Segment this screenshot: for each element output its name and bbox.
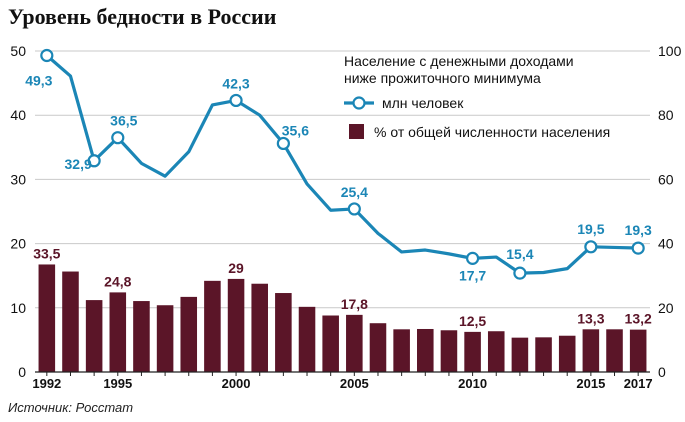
- x-tick-label: 2000: [222, 376, 251, 391]
- bar: [251, 283, 268, 372]
- bar: [298, 306, 316, 372]
- line-marker: [513, 266, 527, 280]
- axes: 0 10 20 30 40 50 0 20 40 60 80 100 1992 1995 2000 2005 2…: [10, 43, 681, 391]
- x-tick-label: 1995: [103, 376, 132, 391]
- line-data-label: 42,3: [222, 75, 249, 91]
- bar-data-label: 29: [228, 260, 244, 276]
- bar-data-label: 12,5: [459, 313, 486, 329]
- x-tick-label: 2017: [624, 376, 653, 391]
- legend-title: Население с денежными доходами: [344, 53, 574, 69]
- line-data-label: 25,4: [341, 184, 368, 200]
- line-data-label: 36,5: [110, 113, 137, 129]
- y-left-tick-label: 0: [18, 364, 26, 380]
- y-right-tick-label: 40: [658, 236, 674, 252]
- line-data-label: 19,5: [577, 221, 604, 237]
- line-marker: [229, 93, 243, 108]
- y-right-tick-label: 60: [658, 171, 674, 187]
- bar: [346, 314, 363, 372]
- y-left-tick-label: 10: [10, 300, 26, 316]
- line-marker: [276, 136, 290, 151]
- line-marker: [631, 241, 645, 255]
- bar: [487, 331, 505, 372]
- bar-series: [38, 264, 647, 372]
- legend-entry-line: млн человек: [382, 95, 464, 111]
- bar: [204, 280, 221, 372]
- bar: [62, 271, 79, 372]
- bar: [558, 335, 576, 372]
- line-marker: [111, 131, 125, 145]
- bar-data-label: 33,5: [33, 245, 60, 261]
- y-left-tick-label: 50: [10, 43, 26, 59]
- y-left-tick-label: 20: [10, 236, 26, 252]
- bar: [393, 329, 410, 372]
- y-left-tick-label: 40: [10, 107, 26, 123]
- y-right-tick-label: 100: [658, 43, 682, 59]
- bar: [440, 330, 458, 372]
- bar: [582, 329, 600, 372]
- bar: [535, 337, 552, 372]
- line-data-label: 19,3: [625, 222, 652, 238]
- bar: [38, 264, 56, 372]
- bar: [275, 293, 292, 372]
- bar: [85, 300, 103, 372]
- bar: [629, 329, 647, 372]
- bar: [464, 331, 481, 372]
- y-right-tick-label: 80: [658, 107, 674, 123]
- bar: [322, 315, 339, 372]
- bar: [180, 296, 198, 372]
- bar: [511, 337, 529, 372]
- legend-title: ниже прожиточного минимума: [344, 70, 541, 86]
- line-data-label: 32,9: [65, 156, 92, 172]
- line-marker: [347, 202, 361, 216]
- legend-line-marker: [352, 96, 366, 110]
- line-marker: [87, 154, 101, 168]
- line-data-label: 17,7: [459, 267, 486, 283]
- bar: [227, 278, 245, 372]
- y-right-tick-label: 20: [658, 300, 674, 316]
- line-marker: [584, 240, 598, 254]
- line-marker: [465, 251, 480, 265]
- legend-entry-bar: % от общей численности населения: [374, 124, 610, 140]
- line-data-label: 49,3: [25, 72, 52, 88]
- bar-data-label: 13,2: [625, 311, 652, 327]
- bar: [109, 292, 127, 372]
- bar: [606, 329, 623, 372]
- bar-data-label: 17,8: [341, 296, 368, 312]
- bar: [369, 323, 387, 372]
- data-labels: 49,3 32,9 36,5 42,3 35,6 25,4 17,7 15,4 19,5 19,3…: [25, 72, 652, 328]
- bar: [133, 301, 150, 372]
- legend-bar-swatch: [349, 124, 364, 139]
- bar-data-label: 13,3: [577, 310, 604, 326]
- line-path: [45, 54, 639, 275]
- bar: [417, 328, 434, 372]
- bar: [156, 305, 174, 372]
- y-left-tick-label: 30: [10, 171, 26, 187]
- line-data-label: 35,6: [282, 122, 309, 138]
- line-marker: [40, 48, 54, 63]
- line-data-label: 15,4: [506, 246, 533, 262]
- x-tick-label: 2010: [458, 376, 487, 391]
- line-series: [40, 48, 645, 280]
- bar-data-label: 24,8: [104, 273, 131, 289]
- y-right-tick-label: 0: [658, 364, 666, 380]
- x-tick-label: 2005: [340, 376, 369, 391]
- chart-title: Уровень бедности в России: [8, 4, 277, 29]
- x-tick-label: 2015: [576, 376, 605, 391]
- source-note: Источник: Росстат: [8, 400, 134, 415]
- x-tick-label: 1992: [32, 376, 61, 391]
